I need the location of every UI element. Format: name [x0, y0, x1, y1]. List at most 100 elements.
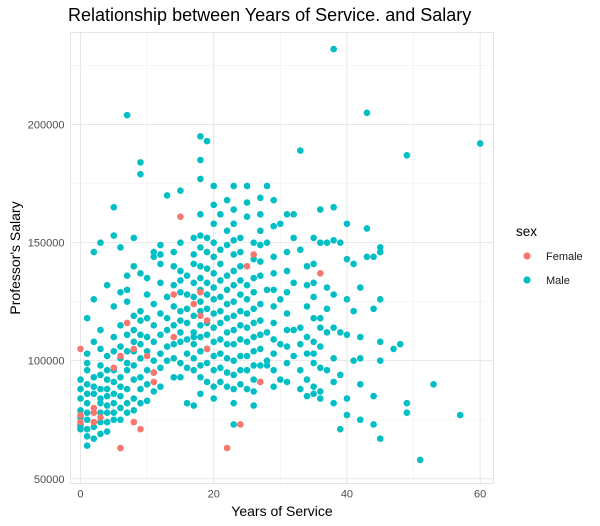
point-male	[97, 409, 104, 416]
point-male	[263, 362, 271, 369]
point-male	[163, 357, 171, 365]
point-male	[230, 281, 238, 289]
point-male	[123, 331, 131, 339]
point-male	[123, 298, 131, 305]
x-tick-label: 40	[341, 489, 353, 501]
point-male	[197, 274, 204, 282]
point-male	[317, 206, 324, 213]
point-male	[223, 300, 231, 308]
point-male	[183, 291, 191, 298]
point-male	[223, 369, 231, 376]
point-male	[190, 312, 198, 320]
point-male	[77, 385, 84, 393]
point-male	[130, 395, 138, 402]
point-male	[330, 378, 337, 386]
point-male	[370, 392, 377, 400]
point-female	[150, 378, 158, 386]
point-male	[170, 321, 178, 329]
point-female	[117, 444, 124, 452]
point-male	[203, 137, 211, 145]
point-male	[183, 272, 191, 280]
point-male	[323, 239, 331, 246]
point-male	[317, 314, 324, 322]
point-male	[170, 340, 178, 348]
point-male	[297, 385, 304, 393]
point-male	[170, 355, 178, 362]
point-male	[190, 366, 198, 374]
point-male	[210, 253, 218, 261]
point-male	[250, 362, 257, 369]
point-male	[217, 211, 224, 218]
point-male	[376, 338, 384, 346]
point-male	[123, 111, 131, 119]
point-male	[317, 395, 324, 402]
point-male	[237, 234, 244, 242]
point-female	[203, 345, 211, 353]
point-male	[336, 425, 344, 433]
point-male	[230, 326, 238, 334]
point-male	[117, 343, 124, 350]
point-female	[197, 288, 204, 296]
point-male	[97, 385, 104, 393]
point-male	[110, 333, 118, 341]
point-male	[103, 352, 111, 360]
point-male	[230, 220, 238, 228]
y-axis-tick-labels: 50000 100000 150000 200000	[28, 120, 65, 486]
point-female	[77, 418, 84, 426]
point-male	[190, 329, 198, 336]
point-male	[210, 270, 218, 277]
point-male	[356, 284, 364, 291]
y-tick-label: 200000	[28, 120, 65, 132]
point-male	[250, 388, 257, 395]
point-male	[197, 175, 204, 183]
point-male	[363, 109, 371, 117]
x-tick-label: 60	[474, 489, 486, 501]
point-male	[210, 239, 218, 246]
point-female	[130, 418, 138, 426]
point-male	[263, 329, 271, 336]
point-female	[77, 411, 84, 419]
point-male	[197, 390, 204, 398]
point-male	[237, 381, 244, 388]
point-male	[217, 319, 224, 327]
point-male	[237, 321, 244, 329]
point-female	[123, 319, 131, 327]
point-male	[330, 324, 337, 331]
point-male	[403, 399, 411, 407]
point-male	[277, 340, 284, 348]
point-male	[290, 326, 297, 334]
point-male	[257, 272, 264, 280]
point-male	[356, 381, 364, 388]
point-male	[230, 357, 238, 365]
point-male	[303, 333, 311, 341]
point-male	[257, 227, 264, 235]
point-male	[83, 409, 91, 416]
point-male	[97, 326, 104, 334]
point-male	[317, 364, 324, 372]
point-male	[123, 385, 131, 393]
point-male	[217, 350, 224, 357]
point-female	[143, 352, 151, 360]
point-female	[250, 251, 257, 258]
point-male	[143, 381, 151, 388]
point-male	[343, 411, 351, 419]
point-male	[183, 350, 191, 357]
point-male	[183, 399, 191, 407]
point-male	[223, 340, 231, 348]
point-male	[197, 347, 204, 355]
point-male	[123, 347, 131, 355]
point-male	[323, 329, 331, 336]
point-male	[83, 432, 91, 440]
legend: sex Female Male	[516, 224, 583, 287]
point-male	[197, 262, 204, 270]
point-male	[303, 281, 311, 289]
point-male	[110, 390, 118, 398]
point-male	[123, 359, 131, 367]
point-male	[90, 296, 98, 303]
point-male	[243, 366, 251, 374]
point-male	[197, 362, 204, 369]
point-male	[416, 456, 424, 464]
point-male	[277, 220, 284, 228]
point-male	[137, 340, 144, 348]
point-male	[270, 383, 277, 390]
